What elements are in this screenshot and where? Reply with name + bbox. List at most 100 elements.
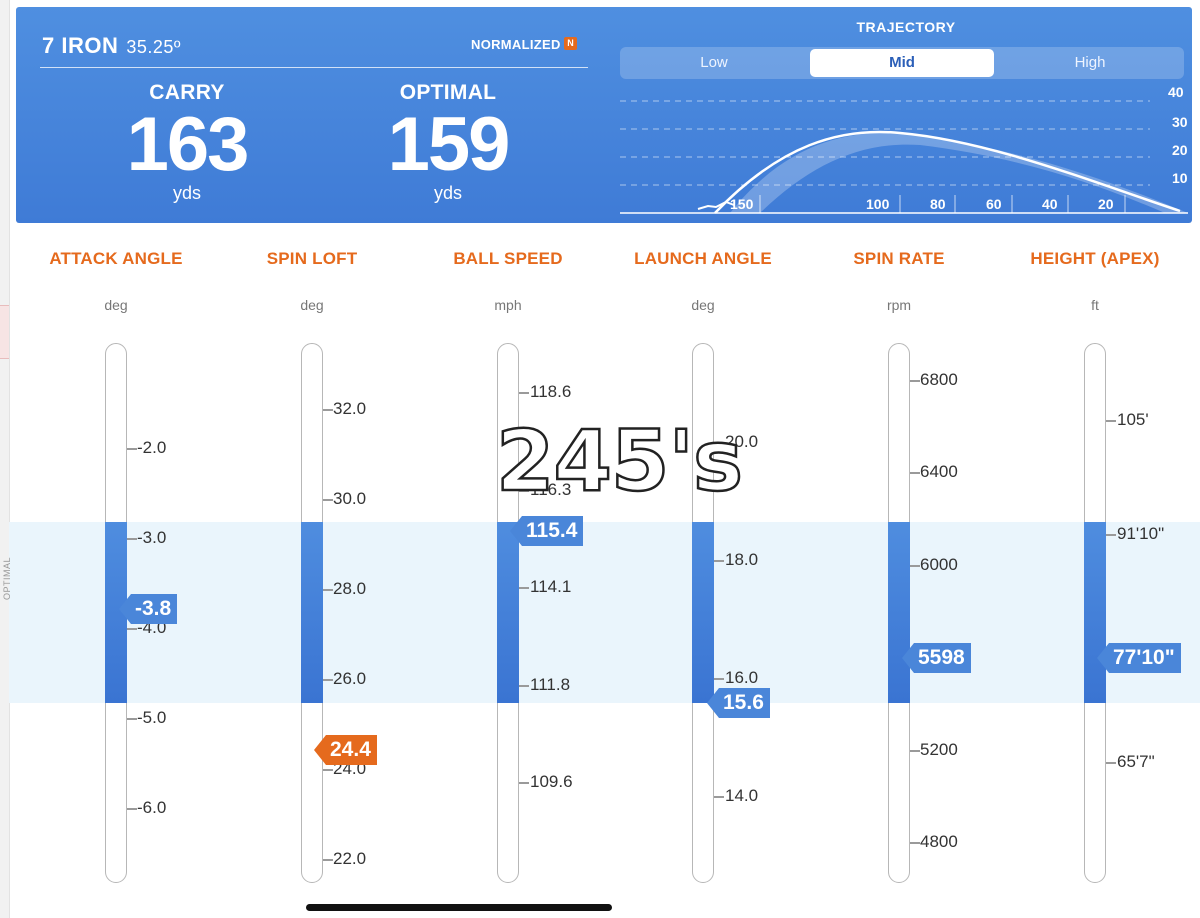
spin-rate-value: 5598 xyxy=(918,646,965,669)
traj-x-label-100: 100 xyxy=(866,196,890,212)
traj-x-label-60: 60 xyxy=(986,196,1002,212)
tick xyxy=(323,589,333,591)
spin-rate-value-marker[interactable]: 5598 xyxy=(902,643,971,673)
tick xyxy=(1106,534,1116,536)
launch-angle-title: LAUNCH ANGLE xyxy=(634,249,772,268)
tick xyxy=(910,472,920,474)
trajectory-selector: Low Mid High xyxy=(620,47,1184,79)
launch-angle-value: 15.6 xyxy=(723,691,764,714)
ball-speed-value-marker[interactable]: 115.4 xyxy=(510,516,584,546)
tick xyxy=(1106,420,1116,422)
spin-loft-tick-label: 22.0 xyxy=(333,849,367,868)
ball-speed-tick-label: 111.8 xyxy=(530,675,571,694)
header-divider xyxy=(40,67,588,68)
spin-loft-unit: deg xyxy=(300,297,324,313)
marker-arrow-icon xyxy=(314,735,326,765)
tick xyxy=(127,808,137,810)
tick xyxy=(519,490,529,492)
trajectory-high-button[interactable]: High xyxy=(1074,54,1106,71)
tick xyxy=(910,380,920,382)
tick xyxy=(714,796,724,798)
marker-arrow-icon xyxy=(510,516,522,546)
trajectory-low-button[interactable]: Low xyxy=(700,54,728,71)
traj-x-label-150: 150 xyxy=(730,196,754,212)
marker-arrow-icon xyxy=(902,643,914,673)
spin-loft-title: SPIN LOFT xyxy=(266,249,358,268)
spin-loft-value-marker[interactable]: 24.4 xyxy=(314,735,377,765)
optimal-band xyxy=(9,522,1200,703)
spin-rate-tick-label: 6400 xyxy=(920,462,958,481)
attack-angle-value-marker[interactable]: -3.8 xyxy=(119,594,178,624)
traj-y-label-10: 10 xyxy=(1172,170,1188,186)
spin-rate-unit: rpm xyxy=(886,297,912,313)
normalized-icon[interactable]: N xyxy=(564,37,577,50)
overlay-caption: 245's xyxy=(495,411,745,512)
tick xyxy=(323,409,333,411)
attack-angle-optimal-fill xyxy=(105,522,127,703)
club-name: 7 IRON 35.25º xyxy=(42,33,181,59)
attack-angle-value: -3.8 xyxy=(135,597,172,620)
carry-value: 163 xyxy=(126,102,250,187)
tick xyxy=(519,392,529,394)
launch-angle-unit: deg xyxy=(691,297,715,313)
tick xyxy=(519,685,529,687)
optimal-value: 159 xyxy=(387,102,511,187)
height-apex-title: HEIGHT (APEX) xyxy=(1030,249,1160,268)
spin-loft-optimal-fill xyxy=(301,522,323,703)
home-indicator[interactable] xyxy=(306,904,612,911)
spin-rate-title: SPIN RATE xyxy=(853,249,945,268)
attack-angle-unit: deg xyxy=(104,297,128,313)
tick xyxy=(127,718,137,720)
height-apex-value: 77'10" xyxy=(1113,646,1175,669)
marker-arrow-icon xyxy=(707,688,719,718)
spin-loft-tick-label: 30.0 xyxy=(333,489,367,508)
club-loft: 35.25º xyxy=(126,37,181,57)
tick xyxy=(714,560,724,562)
launch-angle-value-marker[interactable]: 15.6 xyxy=(707,688,770,718)
height-apex-value-marker[interactable]: 77'10" xyxy=(1097,643,1181,673)
spin-rate-optimal-fill xyxy=(888,522,910,703)
marker-arrow-icon xyxy=(1097,643,1109,673)
launch-angle-tick-label: 20.0 xyxy=(725,432,759,451)
height-apex-tick-label: 105' xyxy=(1117,410,1149,429)
tick xyxy=(910,565,920,567)
left-edge-strip xyxy=(0,0,10,918)
trajectory-chart: 40 30 20 10 150 100 80 60 40 20 xyxy=(620,85,1188,214)
traj-y-label-40: 40 xyxy=(1168,85,1184,100)
ball-speed-tick-label: 109.6 xyxy=(530,772,573,791)
height-apex-tick-label: 65'7" xyxy=(1117,752,1155,771)
tick xyxy=(127,448,137,450)
trajectory-title: TRAJECTORY xyxy=(856,19,956,35)
spin-loft-tick-label: 26.0 xyxy=(333,669,367,688)
tick xyxy=(323,679,333,681)
spin-rate-tick-label: 4800 xyxy=(920,832,958,851)
traj-x-label-80: 80 xyxy=(930,196,946,212)
tick xyxy=(127,628,137,630)
launch-angle-optimal-fill xyxy=(692,522,714,703)
tick xyxy=(323,499,333,501)
launch-angle-tick-label: 16.0 xyxy=(725,668,759,687)
club-label: 7 IRON xyxy=(42,33,119,58)
attack-angle-tick-label: -2.0 xyxy=(137,438,167,457)
trajectory-mid-button[interactable]: Mid xyxy=(810,49,994,77)
tick xyxy=(1106,762,1116,764)
tick xyxy=(519,782,529,784)
attack-angle-tick-label: -3.0 xyxy=(137,528,167,547)
marker-arrow-icon xyxy=(119,594,131,624)
spin-rate-tick-label: 6800 xyxy=(920,370,958,389)
ball-speed-value: 115.4 xyxy=(526,519,578,542)
spin-loft-value: 24.4 xyxy=(330,738,371,761)
launch-angle-tick-label: 18.0 xyxy=(725,550,759,569)
tick xyxy=(323,769,333,771)
spin-loft-tick-label: 32.0 xyxy=(333,399,367,418)
optimal-unit: yds xyxy=(433,183,462,203)
optimal-label: OPTIMAL xyxy=(399,81,497,104)
height-apex-unit: ft xyxy=(1091,297,1099,313)
carry-metric: CARRY 163 yds xyxy=(87,81,287,204)
attack-angle-tick-label: -5.0 xyxy=(137,708,167,727)
ball-speed-tick-label: 114.1 xyxy=(530,577,572,596)
tick xyxy=(714,678,724,680)
normalized-label: NORMALIZED xyxy=(471,37,561,52)
tick xyxy=(127,538,137,540)
launch-angle-tick-label: 14.0 xyxy=(725,786,759,805)
